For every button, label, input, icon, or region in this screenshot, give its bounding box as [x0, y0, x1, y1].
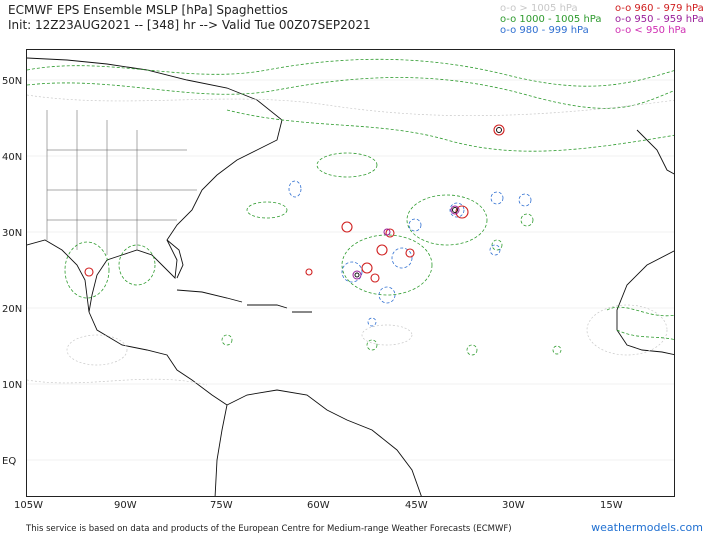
brand-link[interactable]: weathermodels.com — [591, 521, 703, 534]
coast-cuba — [176, 289, 243, 303]
credit-line: This service is based on data and produc… — [26, 524, 512, 534]
lon-label-45w: 45W — [405, 500, 428, 511]
header: ECMWF EPS Ensemble MSLP [hPa] Spaghettio… — [8, 3, 371, 33]
chart-subtitle: Init: 12Z23AUG2021 -- [348] hr --> Valid… — [8, 18, 371, 32]
coast-florida — [166, 239, 184, 279]
lon-label-75w: 75W — [210, 500, 233, 511]
lon-label-105w: 105W — [14, 500, 43, 511]
lon-label-15w: 15W — [600, 500, 623, 511]
lon-label-60w: 60W — [307, 500, 330, 511]
contours-980-999 — [288, 180, 532, 327]
cyclone-cores — [354, 127, 502, 278]
contours-950-959 — [352, 205, 460, 280]
legend-right: o-o 960 - 979 hPa o-o 950 - 959 hPa o-o … — [615, 3, 704, 36]
lat-label-30n: 30N — [2, 228, 23, 239]
lat-label-50n: 50N — [2, 76, 23, 87]
contours-1000-1005 — [27, 58, 674, 356]
legend-item-980-999: o-o 980 - 999 hPa — [500, 25, 589, 36]
legend-item-1000-1005: o-o 1000 - 1005 hPa — [500, 14, 602, 25]
coast-greenland — [636, 129, 674, 175]
coastlines — [27, 57, 674, 496]
lon-label-30w: 30W — [502, 500, 525, 511]
map-panel[interactable] — [26, 49, 675, 497]
coast-africa — [616, 250, 674, 356]
lat-label-20n: 20N — [2, 304, 23, 315]
state-borders — [46, 110, 197, 255]
contours-960-979 — [84, 124, 505, 283]
legend-left: o-o > 1005 hPa o-o 1000 - 1005 hPa o-o 9… — [500, 3, 601, 36]
map-svg — [27, 57, 674, 496]
coast-hispaniola — [247, 304, 288, 309]
chart-title: ECMWF EPS Ensemble MSLP [hPa] Spaghettio… — [8, 3, 288, 17]
legend-item-gt1005: o-o > 1005 hPa — [500, 3, 578, 14]
coast-south-america-west — [214, 404, 228, 496]
legend-item-960-979: o-o 960 - 979 hPa — [615, 3, 704, 14]
coast-south-america — [226, 389, 422, 496]
graticule — [27, 79, 674, 461]
lat-label-10n: 10N — [2, 380, 23, 391]
coast-north-america — [27, 57, 283, 313]
coast-central-america — [88, 311, 228, 406]
lon-label-90w: 90W — [114, 500, 137, 511]
legend-item-lt950: o-o < 950 hPa — [615, 25, 687, 36]
lat-label-eq: EQ — [2, 456, 17, 467]
contours-gt1005 — [27, 94, 674, 386]
lat-label-40n: 40N — [2, 152, 23, 163]
legend-item-950-959: o-o 950 - 959 hPa — [615, 14, 704, 25]
